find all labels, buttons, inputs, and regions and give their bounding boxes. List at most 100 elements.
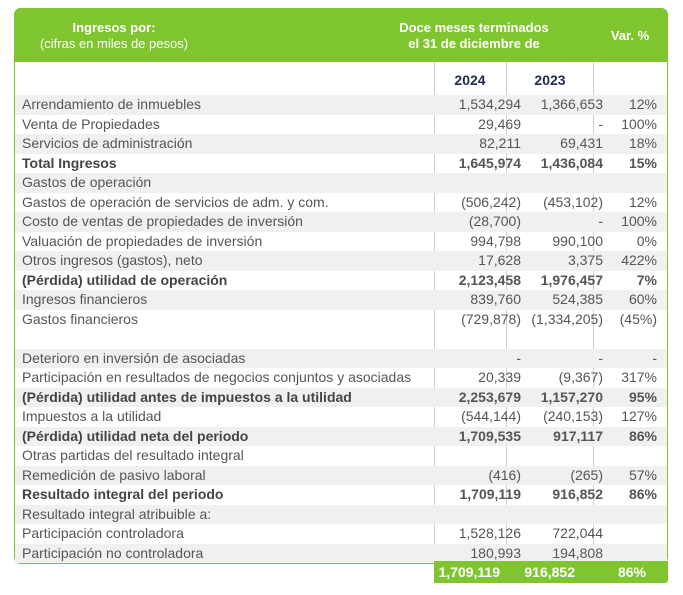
row-value-2023: 722,044 — [552, 525, 603, 541]
row-label: Ingresos financieros — [22, 291, 148, 307]
table-row: Gastos de operación — [15, 173, 667, 193]
row-label: Venta de Propiedades — [22, 115, 160, 132]
row-value-2024: (729,878) — [461, 310, 521, 327]
row-variation: 127% — [621, 408, 657, 424]
row-variation: 422% — [621, 252, 657, 268]
table-row: (Pérdida) utilidad antes de impuestos a … — [15, 387, 667, 407]
row-label: Valuación de propiedades de inversión — [22, 232, 263, 249]
row-label: Gastos financieros — [22, 310, 138, 327]
row-value-2024: - — [516, 349, 521, 366]
table-body: Arrendamiento de inmuebles 1,534,294 1,366… — [15, 95, 667, 563]
row-variation: 317% — [621, 369, 657, 385]
row-label: Resultado integral del periodo — [22, 486, 224, 502]
row-label: (Pérdida) utilidad antes de impuestos a … — [22, 388, 352, 405]
row-value-2024: 29,469 — [478, 115, 521, 132]
row-value-2024: 839,760 — [470, 291, 521, 307]
row-label: Resultado integral atribuible a: — [22, 505, 212, 522]
row-value-2024: 20,339 — [478, 369, 521, 385]
table-row: Arrendamiento de inmuebles 1,534,294 1,366… — [15, 95, 667, 115]
row-value-2023: 69,431 — [560, 135, 603, 151]
table-row: Participación no controladora 180,993 194,… — [15, 543, 667, 563]
table-row: Valuación de propiedades de inversión 994… — [15, 232, 667, 252]
table-row: Venta de Propiedades 29,469 - 100% — [15, 115, 667, 135]
row-label: Total Ingresos — [22, 154, 117, 171]
row-label: (Pérdida) utilidad neta del periodo — [22, 427, 249, 444]
row-value-2024: (544,144) — [461, 408, 521, 424]
year-2024-header: 2024 — [454, 72, 486, 88]
row-value-2024: 1,528,126 — [458, 525, 521, 541]
row-label: (Pérdida) utilidad de operación — [22, 271, 228, 288]
table-row: Total Ingresos 1,645,974 1,436,084 15% — [15, 154, 667, 174]
row-value-2024: 1,534,294 — [458, 96, 521, 112]
row-value-2023: (265) — [570, 466, 603, 483]
table-row: Participación controladora 1,528,126 722,0… — [15, 524, 667, 544]
row-label: Costo de ventas de propiedades de invers… — [22, 213, 303, 229]
row-value-2024: 994,798 — [470, 232, 521, 249]
row-value-2023: 1,976,457 — [540, 271, 603, 288]
row-value-2023: 1,366,653 — [540, 96, 603, 112]
row-variation: 60% — [628, 291, 657, 307]
table-header: Ingresos por: (cifras en miles de pesos)… — [14, 8, 668, 62]
row-value-2024: (416) — [488, 466, 521, 483]
table-row: Participación en resultados de negocios … — [15, 368, 667, 388]
year-2023-header: 2023 — [534, 72, 566, 88]
row-value-2023: 194,808 — [552, 544, 603, 561]
row-label: Arrendamiento de inmuebles — [22, 96, 201, 112]
row-label: Gastos de operación de servicios de adm.… — [22, 193, 329, 210]
footer-total-2024: 1,709,119 — [434, 561, 506, 583]
table-row: Deterioro en inversión de asociadas - - - — [15, 348, 667, 368]
row-label: Participación no controladora — [22, 544, 204, 561]
column-divider — [434, 62, 435, 563]
row-value-2023: (240,153) — [543, 408, 603, 424]
row-value-2023: (453,102) — [543, 193, 603, 210]
header-label-line2: (cifras en miles de pesos) — [39, 36, 189, 51]
row-label: Otras partidas del resultado integral — [22, 447, 244, 463]
row-value-2023: (9,367) — [558, 369, 603, 385]
table-row: Gastos de operación de servicios de adm.… — [15, 193, 667, 213]
row-value-2024: 1,709,119 — [459, 486, 521, 502]
header-period: Doce meses terminados el 31 de diciembre… — [394, 20, 554, 52]
row-variation: 57% — [628, 466, 657, 483]
row-value-2023: 1,436,084 — [540, 154, 603, 171]
row-value-2024: (28,700) — [468, 213, 521, 229]
row-label: Impuestos a la utilidad — [22, 408, 162, 424]
table-row: Servicios de administración 82,211 69,431 1… — [15, 134, 667, 154]
table-row: Ingresos financieros 839,760 524,385 60% — [15, 290, 667, 310]
row-value-2023: - — [598, 115, 603, 132]
header-var: Var. % — [610, 28, 650, 43]
row-label: Participación controladora — [22, 525, 184, 541]
table-row: Resultado integral del periodo 1,709,119 9… — [15, 485, 667, 505]
row-variation: 12% — [628, 193, 657, 210]
row-value-2023: 1,157,270 — [540, 388, 603, 405]
row-value-2023: 524,385 — [552, 291, 603, 307]
row-variation: 100% — [621, 213, 657, 229]
row-label: Otros ingresos (gastos), neto — [22, 252, 203, 268]
row-variation: 15% — [628, 154, 657, 171]
row-value-2023: (1,334,205) — [531, 310, 603, 327]
row-value-2024: 2,123,458 — [458, 271, 521, 288]
row-variation: 0% — [636, 232, 657, 249]
table-row: (Pérdida) utilidad neta del periodo 1,709… — [15, 426, 667, 446]
row-label: Servicios de administración — [22, 135, 193, 151]
row-value-2023: 916,852 — [552, 486, 603, 502]
row-variation: 100% — [621, 115, 657, 132]
row-value-2024: 2,253,679 — [458, 388, 521, 405]
footer-total-var: 86% — [593, 561, 668, 583]
table-row: (Pérdida) utilidad de operación 2,123,458… — [15, 271, 667, 291]
row-value-2024: 180,993 — [470, 544, 521, 561]
column-divider — [506, 62, 507, 563]
row-label: Remedición de pasivo laboral — [22, 466, 206, 483]
row-variation: - — [652, 349, 657, 366]
row-variation: 86% — [628, 486, 657, 502]
table-row: Resultado integral atribuible a: — [15, 504, 667, 524]
row-value-2023: 990,100 — [552, 232, 603, 249]
row-value-2023: 3,375 — [567, 252, 603, 268]
column-divider — [593, 62, 594, 563]
footer-total-2023: 916,852 — [506, 561, 593, 583]
row-value-2024: 82,211 — [479, 135, 521, 151]
row-variation: 12% — [628, 96, 657, 112]
row-value-2024: 17,628 — [478, 252, 521, 268]
row-variation: (45%) — [619, 310, 657, 327]
row-value-2023: 917,117 — [553, 427, 603, 444]
row-label: Deterioro en inversión de asociadas — [22, 349, 246, 366]
